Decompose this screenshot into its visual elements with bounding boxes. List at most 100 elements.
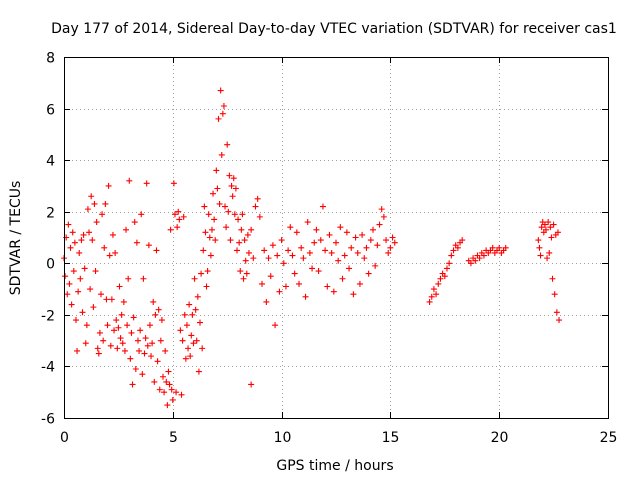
data-point [311,239,318,246]
data-point [68,301,75,308]
data-point [65,221,72,228]
data-point [230,175,237,182]
data-point [66,280,73,287]
data-point [554,229,561,236]
data-point [148,353,155,360]
data-points [61,87,563,409]
data-point [259,280,266,287]
data-point [317,237,324,244]
data-point [186,301,193,308]
data-point [547,224,554,231]
data-point [115,324,122,331]
data-point [245,249,252,256]
data-point [165,368,172,375]
data-point [92,268,99,275]
data-point [107,342,114,349]
data-point [315,268,322,275]
data-point [335,257,342,264]
data-point [472,257,479,264]
data-point [199,345,206,352]
data-point [126,177,133,184]
data-point [383,237,390,244]
data-point [160,373,167,380]
data-point [291,270,298,277]
y-tick-label: 8 [46,51,55,67]
data-point [480,252,487,259]
data-point [538,224,545,231]
data-point [241,237,248,244]
data-point [108,296,115,303]
data-point [146,322,153,329]
data-point [238,226,245,233]
data-point [86,229,93,236]
data-point [130,314,137,321]
data-point [76,249,83,256]
data-point [267,273,274,280]
data-point [137,327,144,334]
data-point [219,110,226,117]
data-point [156,386,163,393]
data-point [243,270,250,277]
data-point [385,249,392,256]
data-point [352,234,359,241]
data-point [75,288,82,295]
data-point [208,226,215,233]
data-point [97,291,104,298]
data-point [541,221,548,228]
data-point [356,280,363,287]
data-point [228,182,235,189]
data-point [198,270,205,277]
data-point [354,249,361,256]
data-point [389,234,396,241]
data-point [235,216,242,223]
data-point [361,255,368,262]
plot-frame [64,57,609,419]
data-point [106,252,113,259]
data-point [173,389,180,396]
data-point [254,195,261,202]
y-axis-label: SDTVAR / TECUs [8,181,24,296]
data-point [365,270,372,277]
data-point [104,322,111,329]
data-point [195,368,202,375]
data-point [343,229,350,236]
y-tick-label: 2 [46,206,55,222]
data-point [272,322,279,329]
data-point [132,366,139,373]
data-point [224,141,231,148]
data-point [157,337,164,344]
data-point [269,242,276,249]
chart-title: Day 177 of 2014, Sidereal Day-to-day VTE… [51,21,617,37]
data-point [128,329,135,336]
data-point [244,231,251,238]
data-point [363,244,370,251]
data-point [300,255,307,262]
data-point [265,255,272,262]
data-point [242,257,249,264]
data-point [90,304,97,311]
data-point [175,208,182,215]
data-point [62,273,69,280]
data-point [124,322,131,329]
data-point [213,167,220,174]
x-axis-label: GPS time / hours [276,458,393,474]
data-point [143,180,150,187]
data-point [489,244,496,251]
data-point [154,358,161,365]
data-point [256,213,263,220]
data-point [191,275,198,282]
data-point [476,255,483,262]
data-point [380,213,387,220]
data-point [71,239,78,246]
x-tick-label: 5 [169,430,178,446]
data-point [119,340,126,347]
data-point [78,237,85,244]
data-point [229,193,236,200]
data-point [89,237,96,244]
data-point [101,244,108,251]
data-point [232,185,239,192]
data-point [150,298,157,305]
x-tick-label: 10 [274,430,292,446]
data-point [467,260,474,267]
